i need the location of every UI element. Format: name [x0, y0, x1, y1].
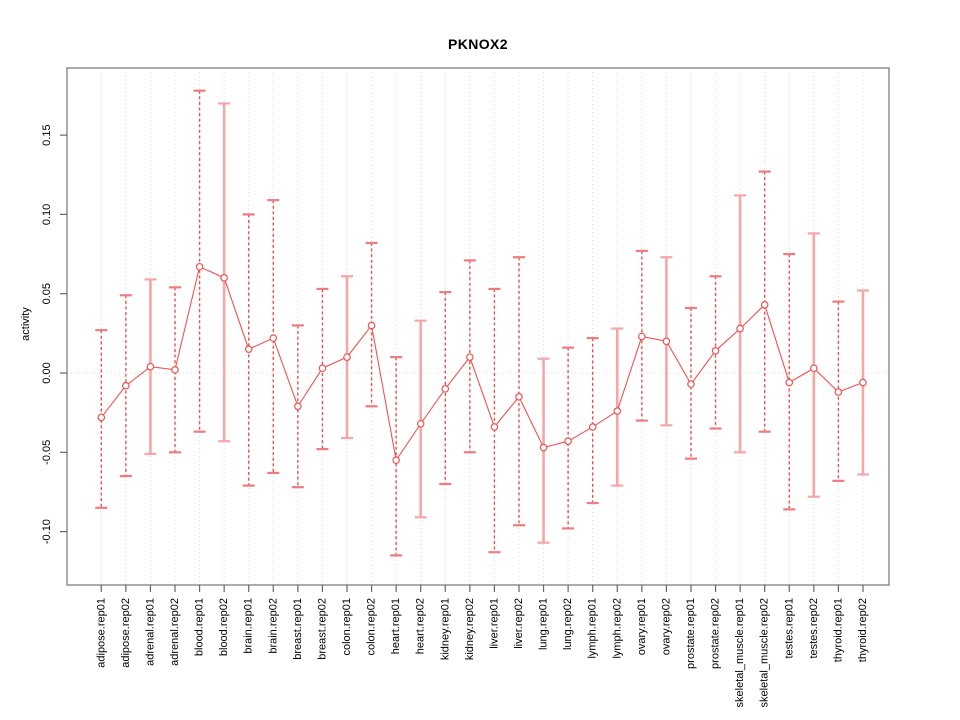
y-tick-label: -0.05 — [41, 440, 53, 465]
x-tick-label: thyroid.rep01 — [832, 598, 844, 662]
data-point-marker — [662, 337, 671, 346]
data-point-marker — [392, 456, 400, 465]
data-point-marker — [515, 392, 523, 401]
data-point-marker — [367, 321, 376, 330]
x-tick-label: skeletal_muscle.rep02 — [759, 598, 771, 707]
x-tick-label: adipose.rep01 — [95, 598, 107, 668]
x-tick-label: brain.rep01 — [243, 598, 255, 654]
data-point-marker — [343, 353, 351, 361]
data-point-marker — [294, 402, 302, 411]
data-point-marker — [416, 419, 425, 428]
data-point-marker — [220, 274, 228, 282]
data-point-marker — [687, 380, 695, 388]
x-tick-label: prostate.rep01 — [685, 598, 697, 669]
data-point-marker — [441, 385, 450, 393]
data-point-marker — [466, 353, 474, 361]
x-tick-label: adrenal.rep02 — [169, 598, 181, 666]
x-tick-label: breast.rep01 — [292, 598, 304, 660]
x-tick-label: kidney.rep02 — [464, 598, 476, 660]
x-tick-label: colon.rep02 — [366, 598, 378, 656]
y-tick-label: -0.10 — [41, 519, 53, 544]
data-point-marker — [564, 437, 572, 445]
data-point-marker — [539, 443, 548, 452]
x-tick-label: ovary.rep01 — [636, 598, 648, 655]
data-point-marker — [318, 364, 327, 373]
plot-border — [66, 67, 890, 586]
y-tick-label: 0.05 — [41, 283, 53, 304]
x-tick-label: thyroid.rep02 — [857, 598, 869, 662]
x-tick-label: brain.rep02 — [267, 598, 279, 654]
y-tick-label: 0.15 — [41, 124, 53, 145]
x-tick-label: lymph.rep02 — [611, 598, 623, 659]
x-tick-label: liver.rep01 — [488, 598, 500, 649]
x-tick-label: ovary.rep02 — [660, 598, 672, 655]
data-point-marker — [834, 388, 843, 396]
data-point-marker — [736, 324, 744, 333]
x-tick-label: prostate.rep02 — [710, 598, 722, 669]
data-point-marker — [146, 362, 155, 371]
data-point-marker — [171, 366, 179, 374]
data-point-marker — [859, 378, 867, 387]
x-tick-label: liver.rep02 — [513, 598, 525, 649]
data-point-marker — [588, 423, 597, 431]
x-tick-label: lymph.rep01 — [587, 598, 599, 659]
data-point-marker — [97, 413, 106, 422]
series-line — [100, 265, 864, 462]
x-tick-label: blood.rep02 — [218, 598, 230, 656]
y-tick-label: 0.00 — [41, 362, 53, 383]
x-tick-label: kidney.rep01 — [439, 598, 451, 660]
x-tick-label: heart.rep01 — [390, 598, 402, 654]
x-tick-label: testes.rep02 — [808, 598, 820, 659]
data-point-marker — [711, 346, 720, 355]
data-point-marker — [195, 262, 204, 271]
data-point-marker — [490, 423, 499, 431]
data-point-marker — [810, 364, 818, 373]
data-point-marker — [613, 407, 622, 415]
x-tick-label: breast.rep02 — [316, 598, 328, 660]
x-tick-label: skeletal_muscle.rep01 — [734, 598, 746, 707]
x-tick-label: testes.rep01 — [783, 598, 795, 659]
x-tick-label: lung.rep01 — [538, 598, 550, 650]
data-point-marker — [269, 334, 278, 342]
x-tick-label: adipose.rep02 — [120, 598, 132, 668]
chart-title: PKNOX2 — [448, 36, 508, 52]
x-tick-label: colon.rep01 — [341, 598, 353, 656]
data-point-marker — [122, 381, 130, 390]
data-point-marker — [638, 332, 646, 341]
y-tick-label: 0.10 — [41, 204, 53, 225]
data-point-marker — [785, 378, 794, 387]
x-tick-label: lung.rep02 — [562, 598, 574, 650]
data-point-marker — [760, 301, 769, 309]
x-tick-label: heart.rep02 — [415, 598, 427, 654]
x-tick-label: blood.rep01 — [194, 598, 206, 656]
x-tick-label: adrenal.rep01 — [144, 598, 156, 666]
data-point-marker — [244, 345, 253, 354]
